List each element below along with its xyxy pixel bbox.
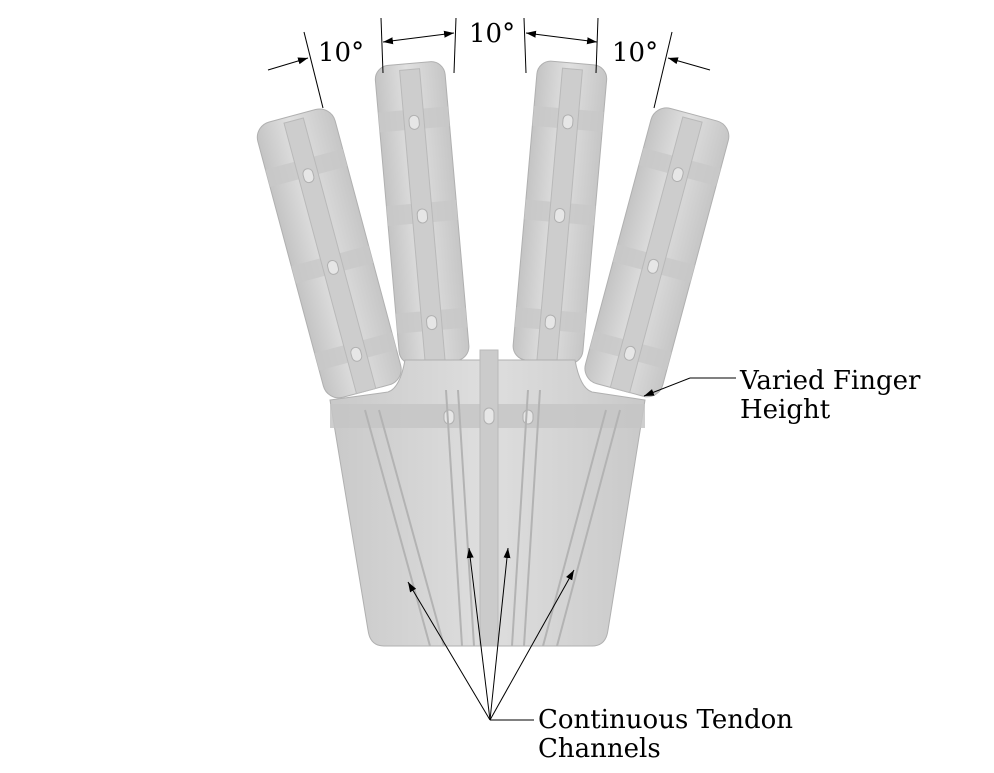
extension-line-1 (303, 31, 324, 109)
finger-1 (256, 108, 402, 399)
dimension-arrow-center-right (525, 30, 598, 45)
angle-label-right: 10° (612, 38, 658, 68)
callout-finger-height-line2: Height (740, 395, 831, 425)
finger-height-leader (643, 377, 736, 397)
palm (329, 349, 646, 647)
extension-line-6 (653, 31, 673, 109)
callout-tendon-line1: Continuous Tendon (538, 705, 793, 735)
dimension-arrow-right (667, 57, 711, 71)
dimension-arrow-left (267, 57, 309, 71)
extension-line-2 (380, 17, 384, 74)
finger-4 (584, 107, 730, 398)
callout-tendon-line2: Channels (538, 734, 661, 764)
tendon-leader (407, 547, 575, 721)
extension-line-5 (595, 17, 599, 74)
angle-dimensions (267, 17, 711, 109)
angle-label-center: 10° (469, 19, 515, 49)
finger-2 (374, 61, 470, 365)
tendon-channels (364, 389, 621, 647)
callout-finger-height-line1: Varied Finger (739, 366, 921, 396)
extension-line-3 (453, 17, 457, 74)
extension-line-4 (523, 17, 527, 74)
dimension-arrow-center-left (382, 30, 455, 45)
finger-3 (512, 60, 608, 365)
angle-label-left: 10° (318, 38, 364, 68)
